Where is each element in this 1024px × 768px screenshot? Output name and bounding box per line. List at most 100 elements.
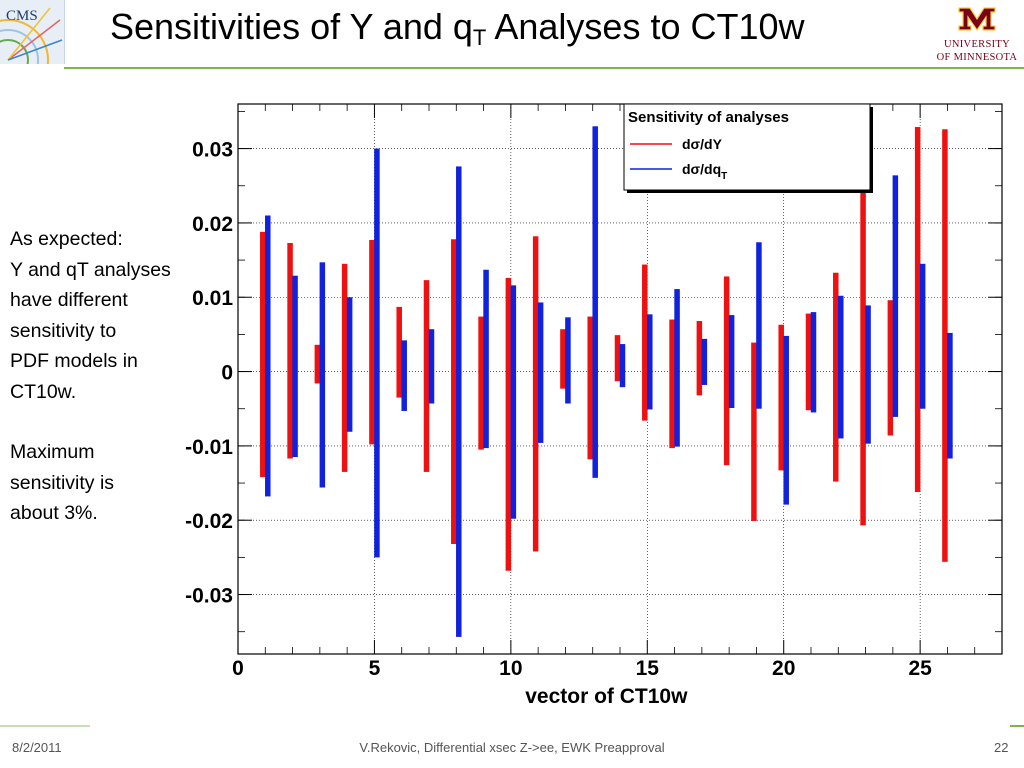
bar-dy-11 [532,236,539,552]
bar-dy-2 [287,242,293,459]
bar-dy-5 [369,240,375,445]
bar-dy-7 [423,280,430,472]
umn-text-bottom: OF MINNESOTA [936,52,1018,63]
bar-dqt-8 [456,166,462,637]
sensitivity-chart: -0.03 -0.02 -0.01 0 0.01 0.02 0.03 0 5 10 15 20 25 ve… [185,103,1003,708]
umn-logo: UNIVERSITY OF MINNESOTA [930,6,1024,64]
y-tick-label: 0.03 [192,139,233,162]
bar-dy-15 [642,264,648,421]
side-line: Maximum [10,441,95,463]
cms-logo: CMS [0,0,65,64]
bar-dy-19 [751,342,757,521]
x-tick-label: 25 [908,657,932,680]
bar-dy-9 [478,316,484,450]
cms-logo-graphic [0,7,63,64]
bar-dy-3 [314,344,321,384]
bar-dy-21 [805,313,812,411]
bar-dqt-25 [919,263,926,409]
bar-dy-4 [341,263,348,472]
umn-m-mark [930,6,1024,38]
bar-dy-14 [614,335,621,382]
footer-page-number: 22 [994,740,1009,755]
bar-dy-1 [260,231,266,478]
bar-dy-16 [669,319,675,449]
legend-label: dσ/dY [682,136,723,152]
x-tick-label: 5 [369,657,381,680]
y-tick-label: 0.02 [192,213,233,236]
x-tick-label: 10 [499,657,522,680]
bar-dqt-14 [619,344,626,388]
bar-dy-17 [696,321,703,396]
bar-dy-20 [778,324,784,471]
bar-dqt-5 [374,148,380,558]
bar-dqt-26 [947,332,953,459]
title-rest: Analyses to CT10w [486,6,805,47]
y-tick-label: -0.01 [185,436,233,459]
side-line: Y and qT analyses [10,258,171,281]
bar-dqt-24 [892,175,899,417]
bar-dy-10 [505,277,512,571]
title-divider [64,67,1024,69]
bar-dqt-16 [674,289,680,447]
footer-center: V.Rekovic, Differential xsec Z->ee, EWK … [359,740,665,755]
bar-dqt-3 [319,262,326,488]
umn-m-icon [958,7,996,32]
x-tick-label: 0 [232,657,244,680]
bar-dy-22 [833,272,839,482]
legend-label-subscript: T [721,171,727,182]
bar-dy-26 [942,129,948,562]
bar-dqt-7 [428,329,435,404]
side-text: As expected: Y and qT analyses have diff… [10,224,210,529]
title-main: Sensitivities of Y and q [110,6,473,47]
side-line: CT10w. [10,380,77,403]
side-line: PDF models in [10,350,138,372]
bar-dqt-19 [756,242,762,409]
bar-dqt-13 [592,126,598,478]
bar-dy-23 [860,150,866,526]
side-line: have different [10,289,128,311]
x-tick-label: 15 [636,657,660,680]
footer-divider-left [0,725,90,727]
legend-box [623,103,871,191]
y-tick-label: 0.01 [192,287,233,310]
bar-dqt-23 [865,305,871,444]
bar-dqt-15 [647,314,653,410]
x-tick-label: 20 [772,657,795,680]
title-subscript: T [472,25,487,50]
slide-title: Sensitivities of Y and qT Analyses to CT… [110,6,910,51]
bar-dqt-22 [838,295,844,439]
bar-dqt-20 [783,335,789,505]
umn-text-top: UNIVERSITY [944,39,1010,50]
footer-divider-right [1010,725,1024,727]
side-line: As expected: [10,228,123,250]
cms-logo-text: CMS [6,8,38,24]
bar-dy-24 [887,300,894,436]
bar-dqt-4 [346,297,353,432]
bar-dy-18 [723,276,730,466]
bar-dqt-18 [728,315,735,408]
bar-dy-8 [451,239,457,544]
bar-dqt-21 [810,312,817,413]
y-tick-label: -0.02 [185,510,233,533]
legend-title: Sensitivity of analyses [628,109,789,126]
x-axis-title: vector of CT10w [525,685,688,708]
y-tick-label: 0 [221,362,233,385]
footer-date: 8/2/2011 [12,740,62,755]
bar-dqt-12 [565,317,571,404]
bar-dqt-17 [701,338,708,385]
bar-dqt-1 [265,215,271,497]
bar-dqt-2 [292,275,298,458]
side-line: about 3%. [10,502,98,524]
y-tick-label: -0.03 [185,585,233,608]
bar-dqt-11 [537,302,544,443]
bar-dy-6 [396,306,402,398]
bar-dqt-10 [510,285,517,519]
side-line: sensitivity to [10,319,117,342]
side-line: sensitivity is [10,471,115,494]
bar-dqt-6 [401,340,407,411]
bar-dy-13 [587,316,593,460]
bar-dy-12 [560,329,566,389]
bar-dqt-9 [483,269,489,449]
legend-label: dσ/dqT [682,161,727,182]
bar-dy-25 [914,127,921,492]
